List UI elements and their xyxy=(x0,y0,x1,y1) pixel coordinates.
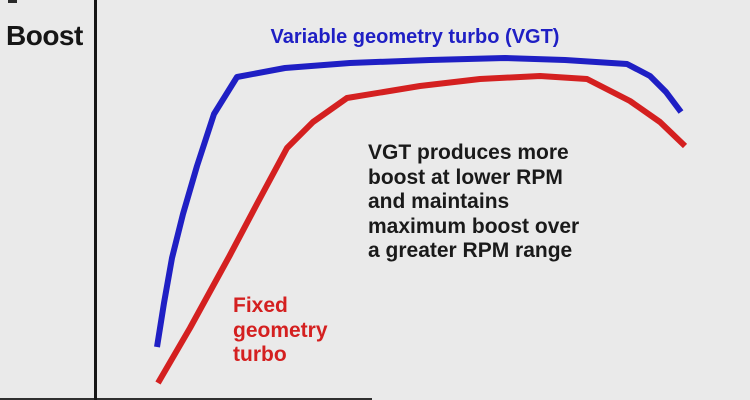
boost-axis-label: Boost xyxy=(6,20,83,51)
vgt-curve xyxy=(154,55,684,348)
vgt-series-title: Variable geometry turbo (VGT) xyxy=(270,26,560,48)
fgt-label-line: Fixed xyxy=(233,294,288,317)
annotation-note: VGT produces more boost at lower RPM and… xyxy=(368,141,579,264)
note-line: and maintains xyxy=(368,190,510,213)
fgt-curve xyxy=(155,73,688,385)
note-line: VGT produces more xyxy=(368,141,569,164)
fgt-series-label: Fixed geometry turbo xyxy=(233,294,328,368)
fgt-label-line: geometry xyxy=(233,318,328,342)
note-line: a greater RPM range xyxy=(368,239,573,262)
top-edge-artifact xyxy=(8,0,17,3)
note-line: boost at lower RPM xyxy=(368,165,563,189)
note-line: maximum boost over xyxy=(368,214,580,238)
fgt-label-line: turbo xyxy=(233,343,287,366)
bottom-edge-artifact xyxy=(0,398,372,400)
y-axis-line xyxy=(94,0,97,400)
